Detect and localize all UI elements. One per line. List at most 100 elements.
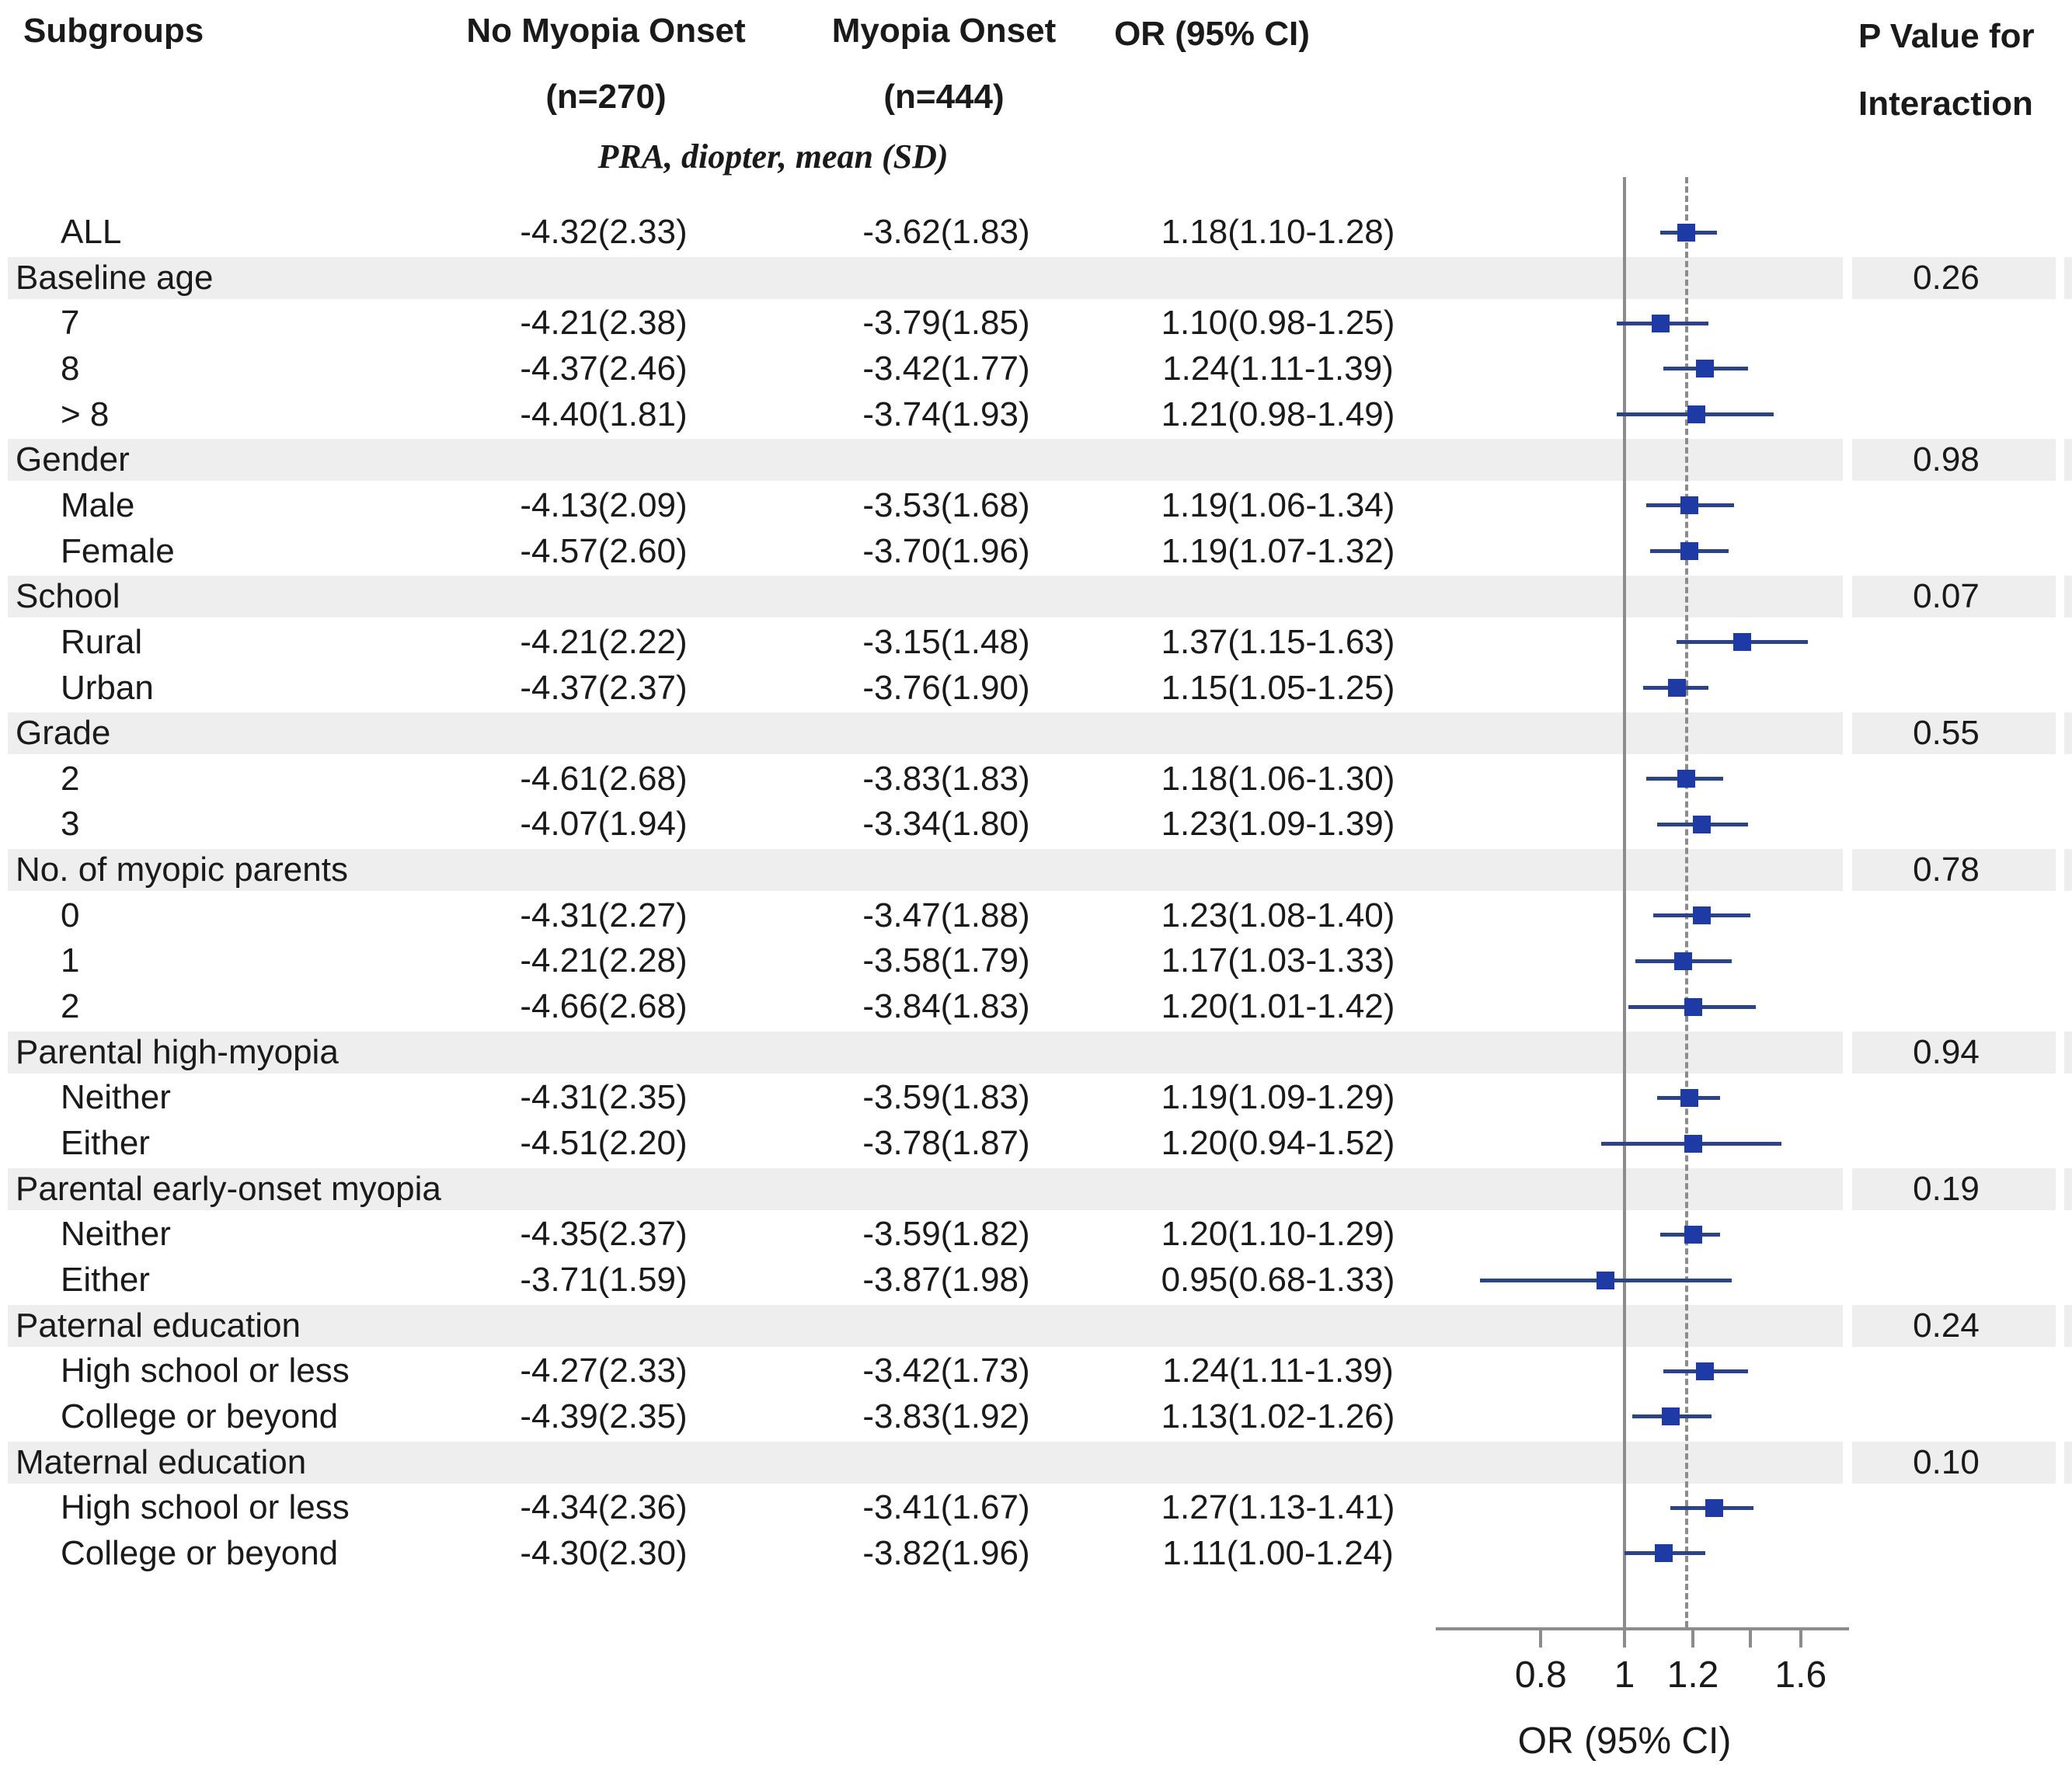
group-band: [1852, 439, 2056, 482]
group-row-label: Parental early-onset myopia: [16, 1169, 441, 1208]
cell-no-myopia-onset: -4.39(2.35): [520, 1397, 688, 1435]
cell-myopia-onset: -3.42(1.73): [862, 1352, 1030, 1390]
p-value-interaction: 0.10: [1913, 1442, 1980, 1481]
subgroup-row-label: 3: [61, 805, 80, 844]
cell-no-myopia-onset: -4.30(2.30): [520, 1533, 688, 1572]
cell-no-myopia-onset: -4.35(2.37): [520, 1215, 688, 1254]
x-axis-title: OR (95% CI): [1517, 1721, 1732, 1762]
subgroup-row-label: 8: [61, 349, 80, 388]
x-axis-line: [1436, 1627, 1849, 1630]
subgroup-row-label: Urban: [61, 668, 154, 707]
column-header-p-value-line1: P Value for: [1858, 17, 2035, 55]
group-band: [8, 1304, 1843, 1347]
group-band: [2064, 1441, 2072, 1484]
p-value-interaction: 0.24: [1913, 1306, 1980, 1345]
cell-no-myopia-onset: -4.61(2.68): [520, 759, 688, 798]
or-point-marker: [1684, 1225, 1702, 1244]
cell-myopia-onset: -3.84(1.83): [862, 987, 1030, 1025]
cell-myopia-onset: -3.70(1.96): [862, 531, 1030, 570]
group-band: [8, 576, 1843, 618]
column-header-or-ci: OR (95% CI): [1114, 15, 1310, 53]
cell-no-myopia-onset: -4.31(2.35): [520, 1078, 688, 1117]
cell-no-myopia-onset: -4.40(1.81): [520, 395, 688, 433]
group-row-label: Maternal education: [16, 1442, 307, 1481]
cell-myopia-onset: -3.74(1.93): [862, 395, 1030, 433]
or-point-marker: [1667, 679, 1686, 697]
cell-or-ci: 1.18(1.06-1.30): [1161, 759, 1395, 798]
cell-myopia-onset: -3.42(1.77): [862, 349, 1030, 388]
group-band: [8, 1031, 1843, 1073]
group-row-label: Grade: [16, 714, 111, 753]
p-value-interaction: 0.78: [1913, 851, 1980, 889]
cell-no-myopia-onset: -4.37(2.46): [520, 349, 688, 388]
cell-myopia-onset: -3.87(1.98): [862, 1261, 1030, 1299]
cell-no-myopia-onset: -4.32(2.33): [520, 213, 688, 251]
cell-or-ci: 1.23(1.08-1.40): [1161, 896, 1395, 934]
or-point-marker: [1693, 906, 1712, 925]
p-value-interaction: 0.94: [1913, 1032, 1980, 1071]
cell-or-ci: 1.20(0.94-1.52): [1161, 1124, 1395, 1162]
or-point-marker: [1684, 997, 1702, 1016]
cell-no-myopia-onset: -4.13(2.09): [520, 485, 688, 524]
section-label-pra: PRA, diopter, mean (SD): [597, 137, 949, 176]
column-header-myopia-onset: Myopia Onset: [831, 12, 1057, 50]
or-point-marker: [1680, 1088, 1699, 1107]
group-band: [2064, 439, 2072, 482]
cell-myopia-onset: -3.76(1.90): [862, 668, 1030, 707]
cell-or-ci: 1.18(1.10-1.28): [1161, 213, 1395, 251]
group-row-label: No. of myopic parents: [16, 851, 348, 889]
p-value-interaction: 0.26: [1913, 258, 1980, 297]
cell-myopia-onset: -3.15(1.48): [862, 622, 1030, 661]
p-value-interaction: 0.07: [1913, 577, 1980, 616]
group-band: [2064, 576, 2072, 618]
x-axis-tick-label: 1.2: [1666, 1654, 1719, 1696]
group-band: [8, 849, 1843, 892]
cell-no-myopia-onset: -4.21(2.22): [520, 622, 688, 661]
group-band: [1852, 1441, 2056, 1484]
cell-no-myopia-onset: -4.51(2.20): [520, 1124, 688, 1162]
cell-or-ci: 1.19(1.09-1.29): [1161, 1078, 1395, 1117]
cell-myopia-onset: -3.78(1.87): [862, 1124, 1030, 1162]
cell-myopia-onset: -3.58(1.79): [862, 941, 1030, 980]
cell-myopia-onset: -3.47(1.88): [862, 896, 1030, 934]
cell-no-myopia-onset: -4.21(2.38): [520, 304, 688, 343]
x-axis-tick: [1539, 1630, 1543, 1647]
subgroup-row-label: High school or less: [61, 1488, 350, 1527]
subgroup-row-label: > 8: [61, 395, 110, 433]
reference-line-or-1: [1623, 177, 1626, 1627]
x-axis-tick-label: 1.6: [1774, 1654, 1827, 1696]
cell-myopia-onset: -3.34(1.80): [862, 805, 1030, 844]
group-row-label: Paternal education: [16, 1306, 301, 1345]
or-point-marker: [1680, 496, 1699, 515]
cell-or-ci: 1.23(1.09-1.39): [1161, 805, 1395, 844]
subgroup-row-label: Neither: [61, 1078, 171, 1117]
subgroup-row-label: 0: [61, 896, 80, 934]
subgroup-row-label: Either: [61, 1124, 150, 1162]
or-point-marker: [1654, 1544, 1673, 1563]
cell-no-myopia-onset: -4.34(2.36): [520, 1488, 688, 1527]
cell-myopia-onset: -3.41(1.67): [862, 1488, 1030, 1527]
cell-myopia-onset: -3.62(1.83): [862, 213, 1030, 251]
group-band: [1852, 256, 2056, 299]
group-band: [8, 1441, 1843, 1484]
x-axis-tick: [1749, 1630, 1753, 1647]
group-band: [1852, 576, 2056, 618]
cell-no-myopia-onset: -4.27(2.33): [520, 1352, 688, 1390]
cell-no-myopia-onset: -3.71(1.59): [520, 1261, 688, 1299]
subgroup-row-label: 2: [61, 987, 80, 1025]
subgroup-row-label: Rural: [61, 622, 143, 661]
cell-myopia-onset: -3.79(1.85): [862, 304, 1030, 343]
group-band: [8, 1167, 1843, 1210]
x-axis-tick-label: 1: [1614, 1654, 1635, 1696]
column-header-p-value-line2: Interaction: [1858, 85, 2033, 123]
p-value-interaction: 0.19: [1913, 1169, 1980, 1208]
group-row-label: School: [16, 577, 120, 616]
cell-or-ci: 1.19(1.06-1.34): [1161, 485, 1395, 524]
or-point-marker: [1661, 1407, 1680, 1426]
cell-no-myopia-onset: -4.07(1.94): [520, 805, 688, 844]
x-axis-tick: [1799, 1630, 1802, 1647]
x-axis-tick: [1623, 1630, 1626, 1647]
subgroup-row-label: ALL: [61, 213, 122, 251]
group-band: [2064, 1304, 2072, 1347]
